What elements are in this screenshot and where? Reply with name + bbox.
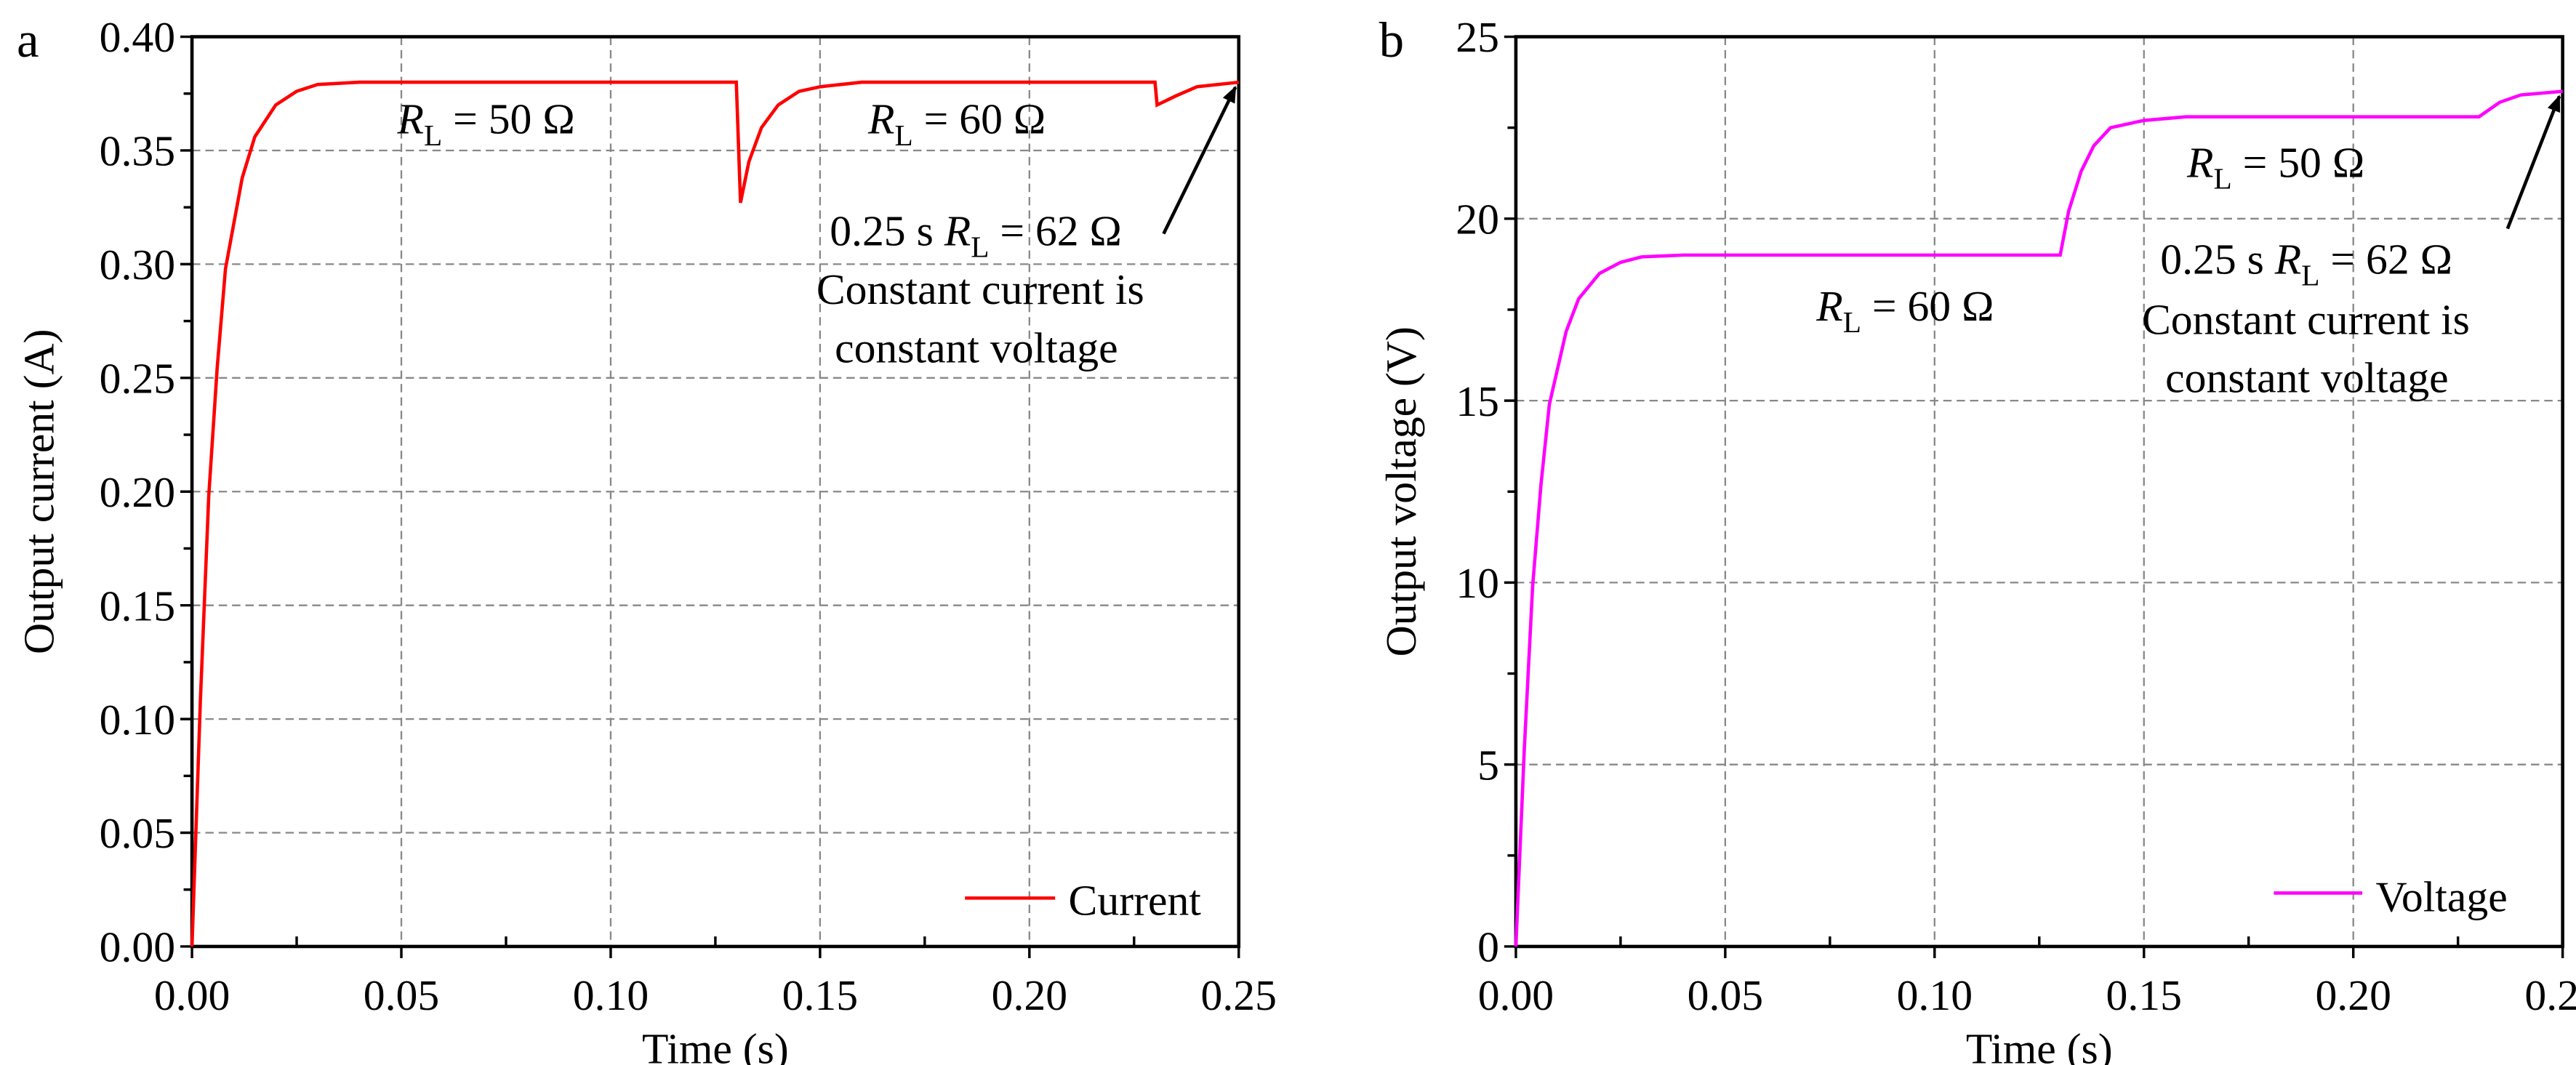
- x-tick-label: 0.00: [1478, 971, 1554, 1019]
- panel-label: b: [1379, 12, 1404, 68]
- x-tick-label: 0.05: [364, 971, 439, 1019]
- legend-label: Current: [1069, 876, 1202, 924]
- annotation: RL = 50 Ω: [396, 95, 574, 152]
- y-tick-label: 0.10: [100, 696, 175, 744]
- y-axis-title: Output current (A): [15, 329, 63, 654]
- y-tick-label: 0.30: [100, 241, 175, 289]
- annotation-variable: R: [2186, 138, 2213, 186]
- x-tick-label: 0.05: [1688, 971, 1763, 1019]
- x-tick-label: 0.00: [154, 971, 230, 1019]
- annotation-subscript: L: [2301, 259, 2319, 292]
- series-line-current: [190, 80, 1240, 947]
- annotation-variable: R: [1815, 282, 1842, 330]
- annotation-arrow: [1162, 85, 1237, 235]
- y-axis-title: Output voltage (V): [1377, 326, 1425, 656]
- y-tick-label: 0.25: [100, 354, 175, 402]
- annotation-variable: R: [396, 95, 423, 143]
- annotation: RL = 60 Ω: [867, 95, 1046, 152]
- annotation-prefix: constant voltage: [835, 323, 1118, 371]
- y-tick-label: 5: [1477, 741, 1499, 789]
- y-tick-label: 0.15: [100, 582, 175, 630]
- y-tick-label: 0.05: [100, 809, 175, 857]
- annotation-variable: R: [2274, 236, 2301, 284]
- annotation-rest: = 50 Ω: [2232, 138, 2364, 186]
- plot-frame: [1514, 35, 2564, 949]
- y-tick-label: 15: [1456, 377, 1499, 425]
- y-tick-label: 0.40: [100, 13, 175, 61]
- y-tick-label: 0.20: [100, 468, 175, 516]
- y-tick-label: 0.00: [100, 923, 175, 971]
- y-tick-label: 0.35: [100, 127, 175, 175]
- x-tick-label: 0.20: [992, 971, 1067, 1019]
- annotation: Constant current is: [2142, 295, 2470, 343]
- legend-label: Voltage: [2375, 873, 2507, 921]
- annotation-rest: = 60 Ω: [913, 95, 1046, 143]
- x-axis-title: Time (s): [642, 1025, 789, 1065]
- x-tick-label: 0.15: [2106, 971, 2182, 1019]
- annotation-subscript: L: [1843, 305, 1861, 339]
- annotation-subscript: L: [2213, 161, 2231, 195]
- annotation-arrow: [2505, 95, 2561, 230]
- annotation-subscript: L: [971, 230, 989, 264]
- annotation: 0.25 s RL = 62 Ω: [830, 207, 1122, 264]
- annotation: constant voltage: [2165, 354, 2449, 402]
- annotation-subscript: L: [894, 118, 912, 152]
- x-axis-title: Time (s): [1966, 1025, 2113, 1065]
- x-tick-label: 0.10: [573, 971, 649, 1019]
- x-tick-label: 0.25: [2524, 971, 2576, 1019]
- annotation-rest: = 62 Ω: [989, 207, 1121, 255]
- annotation: RL = 60 Ω: [1815, 282, 1994, 339]
- y-tick-label: 0: [1477, 923, 1499, 971]
- x-tick-label: 0.10: [1897, 971, 1973, 1019]
- annotation: constant voltage: [835, 323, 1118, 371]
- annotation-subscript: L: [424, 118, 442, 152]
- x-tick-label: 0.25: [1201, 971, 1277, 1019]
- chart-panel-b: 0.00 0.05 0.10 0.15 0.20 0.25 0 5 10 15 20 25 Voltag…: [1377, 12, 2576, 1065]
- annotation-rest: = 50 Ω: [442, 95, 574, 143]
- series-line-voltage: [1514, 89, 2563, 947]
- panel-label: a: [17, 12, 39, 68]
- annotation-prefix: Constant current is: [2142, 295, 2470, 343]
- annotation-variable: R: [944, 207, 971, 255]
- y-tick-label: 10: [1456, 559, 1499, 607]
- annotation: RL = 50 Ω: [2186, 138, 2364, 195]
- annotation-prefix: 0.25 s: [830, 207, 944, 255]
- annotation-rest: = 62 Ω: [2320, 236, 2452, 284]
- plot-frame: [190, 35, 1241, 949]
- annotation: 0.25 s RL = 62 Ω: [2160, 236, 2452, 292]
- y-tick-label: 20: [1456, 195, 1499, 243]
- y-tick-label: 25: [1456, 13, 1499, 61]
- annotation-prefix: Constant current is: [816, 265, 1144, 313]
- chart-panel-a: 0.00 0.05 0.10 0.15 0.20 0.25 0.00 0.05 0.10 0.15…: [15, 12, 1277, 1065]
- x-tick-label: 0.20: [2315, 971, 2391, 1019]
- annotation-variable: R: [867, 95, 894, 143]
- x-tick-label: 0.15: [782, 971, 858, 1019]
- annotation-prefix: constant voltage: [2165, 354, 2449, 402]
- annotation-rest: = 60 Ω: [1861, 282, 1994, 330]
- annotation-prefix: 0.25 s: [2160, 236, 2275, 284]
- annotation: Constant current is: [816, 265, 1144, 313]
